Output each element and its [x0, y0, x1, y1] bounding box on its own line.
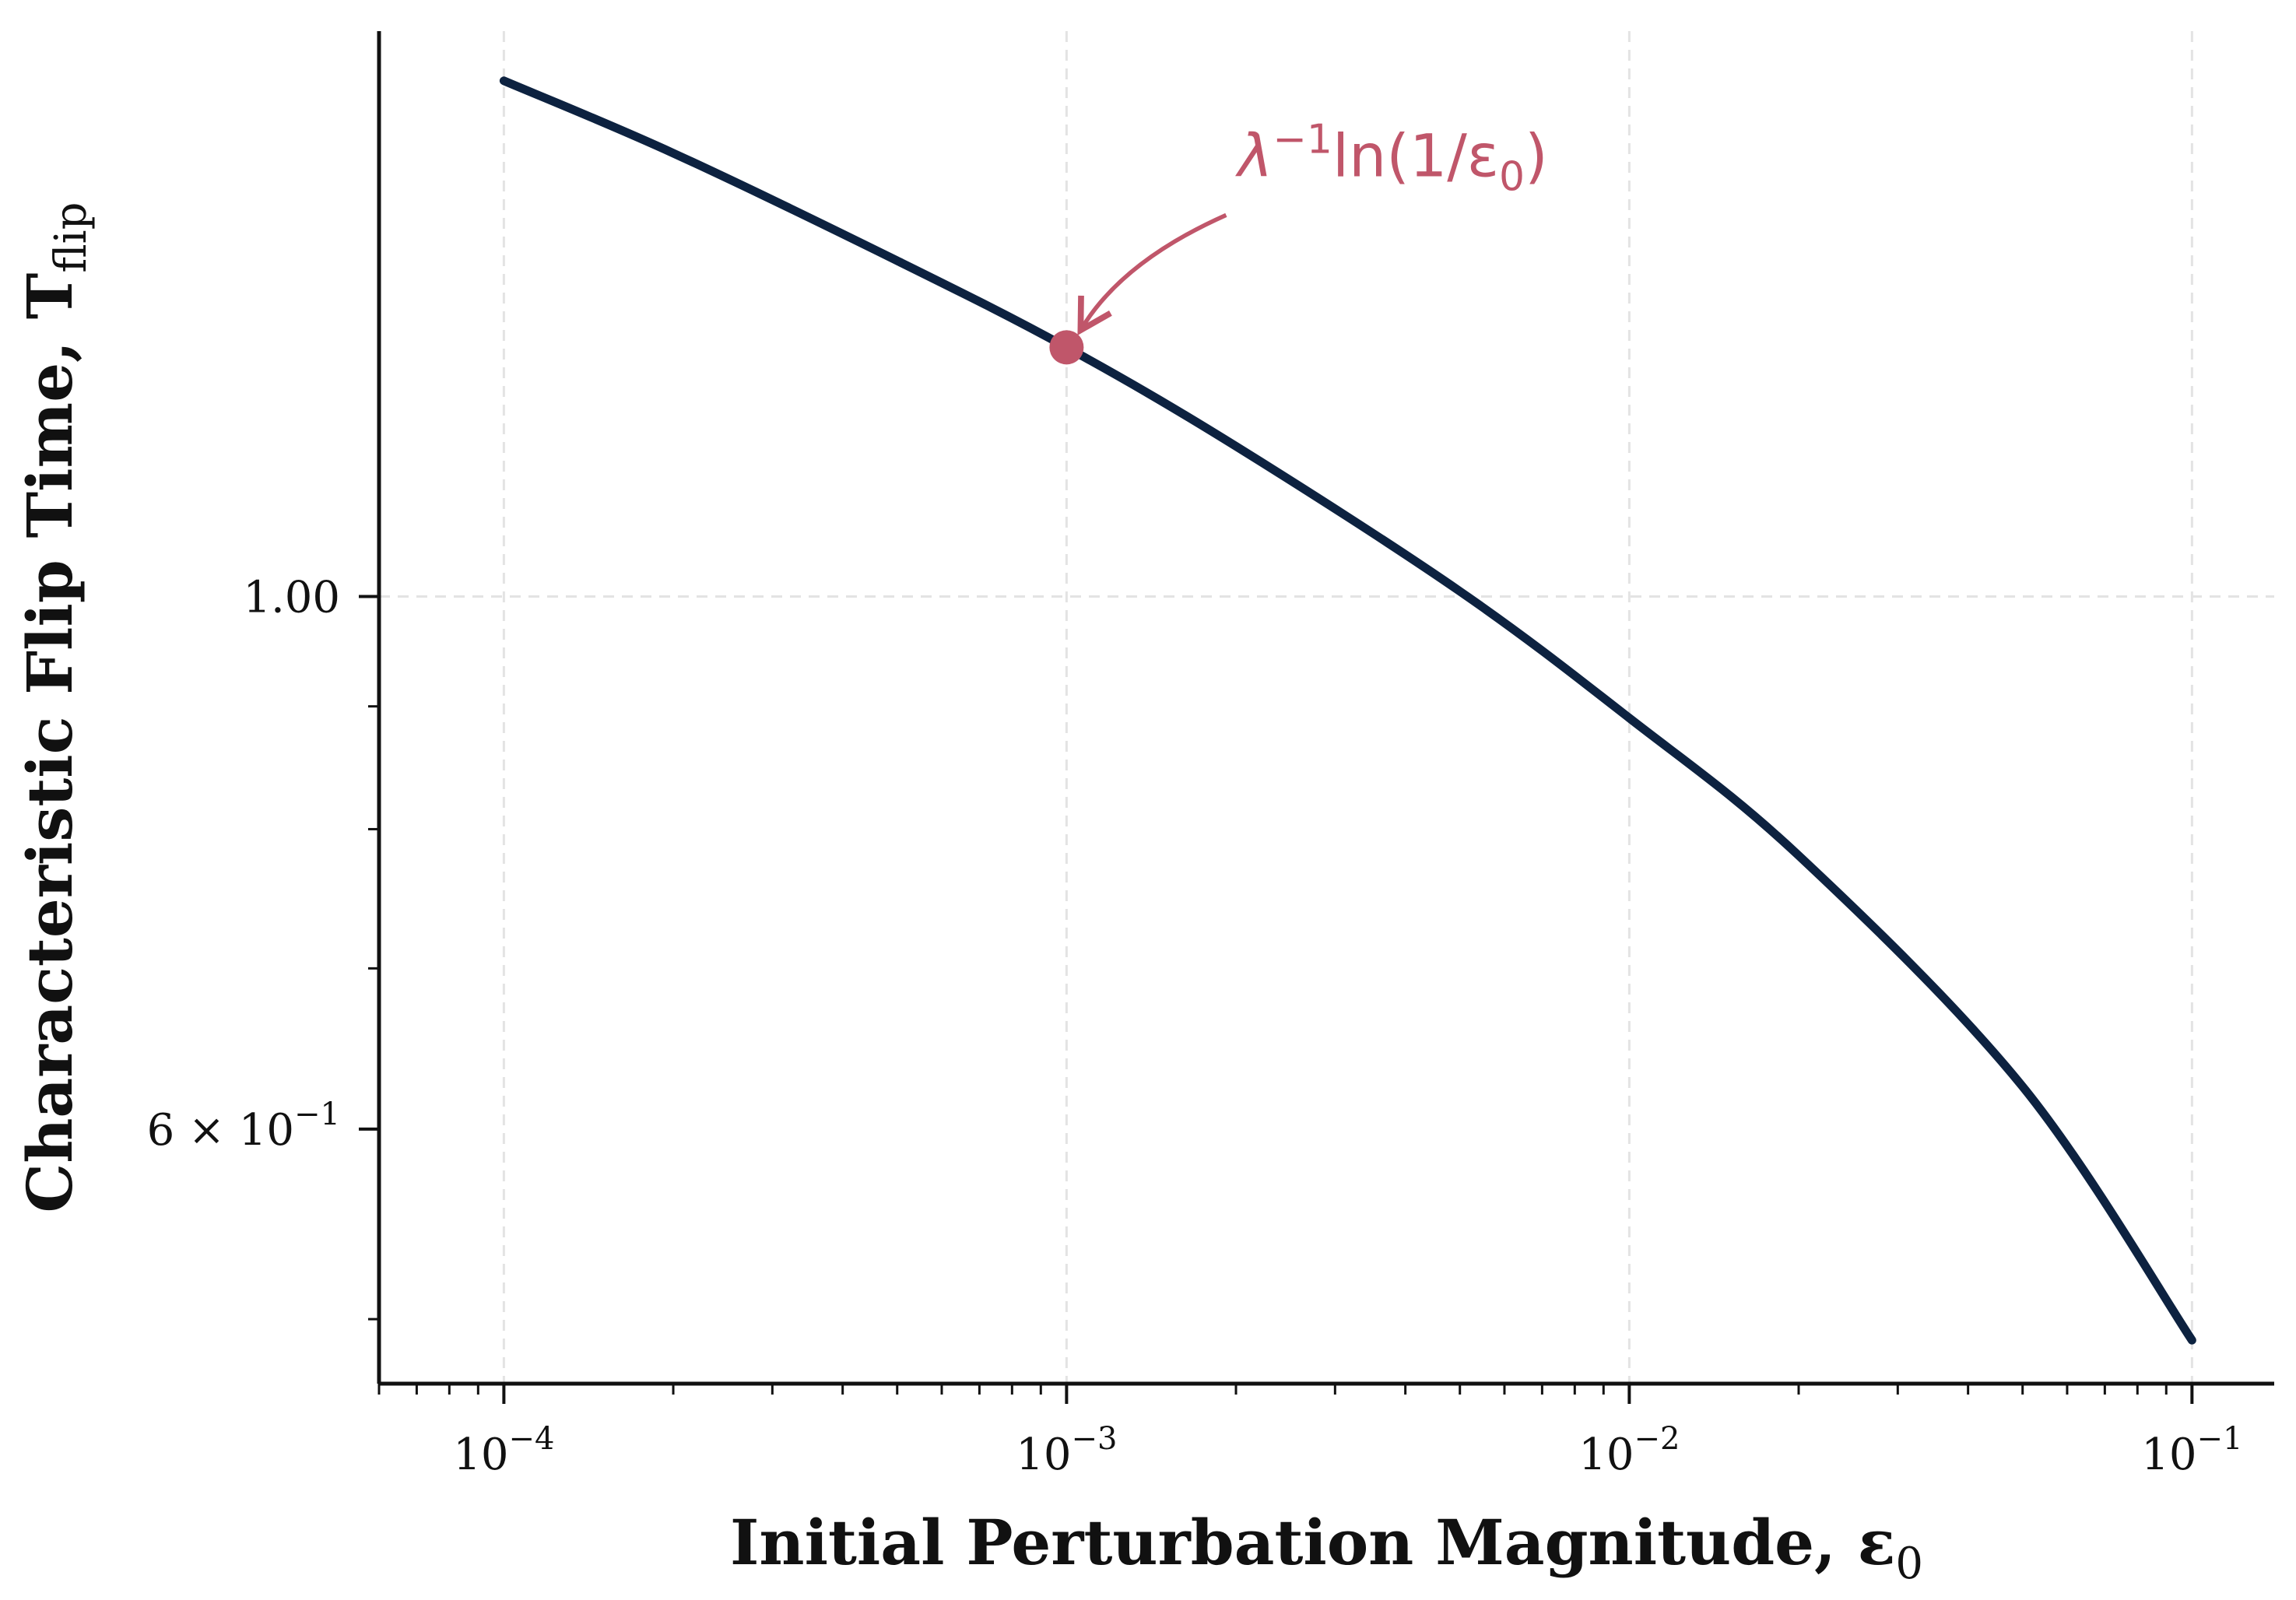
- x-axis-title-text: Initial Perturbation Magnitude, ε: [730, 1506, 1895, 1579]
- y-ticks: 1.00 6 × 10−1: [147, 573, 379, 1321]
- x-tick-label: 10−1: [2141, 1421, 2242, 1480]
- grid-lines: [379, 31, 2274, 1384]
- y-axis-title-text: Characteristic Flip Time, T: [13, 273, 86, 1213]
- y-axis-title-subscript: flip: [46, 202, 97, 273]
- series-line: [499, 76, 2196, 1345]
- y-tick-label: 1.00: [243, 573, 340, 623]
- annotation-marker: [1049, 330, 1084, 365]
- x-ticks: 10−4 10−3 10−2 10−1: [377, 1384, 2242, 1480]
- x-tick-label: 10−2: [1578, 1421, 1680, 1480]
- series-layer: [499, 76, 2196, 1345]
- y-tick-label: 6 × 10−1: [147, 1096, 340, 1156]
- x-tick-label: 10−3: [1016, 1421, 1117, 1480]
- y-axis-title: Characteristic Flip Time, Tflip: [13, 202, 97, 1213]
- annotation-label: λ−1ln(1/ε0): [1234, 116, 1547, 200]
- x-axis-title-subscript: 0: [1895, 1539, 1923, 1589]
- x-tick-label: 10−4: [453, 1421, 554, 1480]
- x-axis-title: Initial Perturbation Magnitude, ε0: [730, 1506, 1923, 1589]
- annotation-arrow: [1077, 212, 1227, 336]
- annotation-layer: λ−1ln(1/ε0): [1049, 116, 1548, 365]
